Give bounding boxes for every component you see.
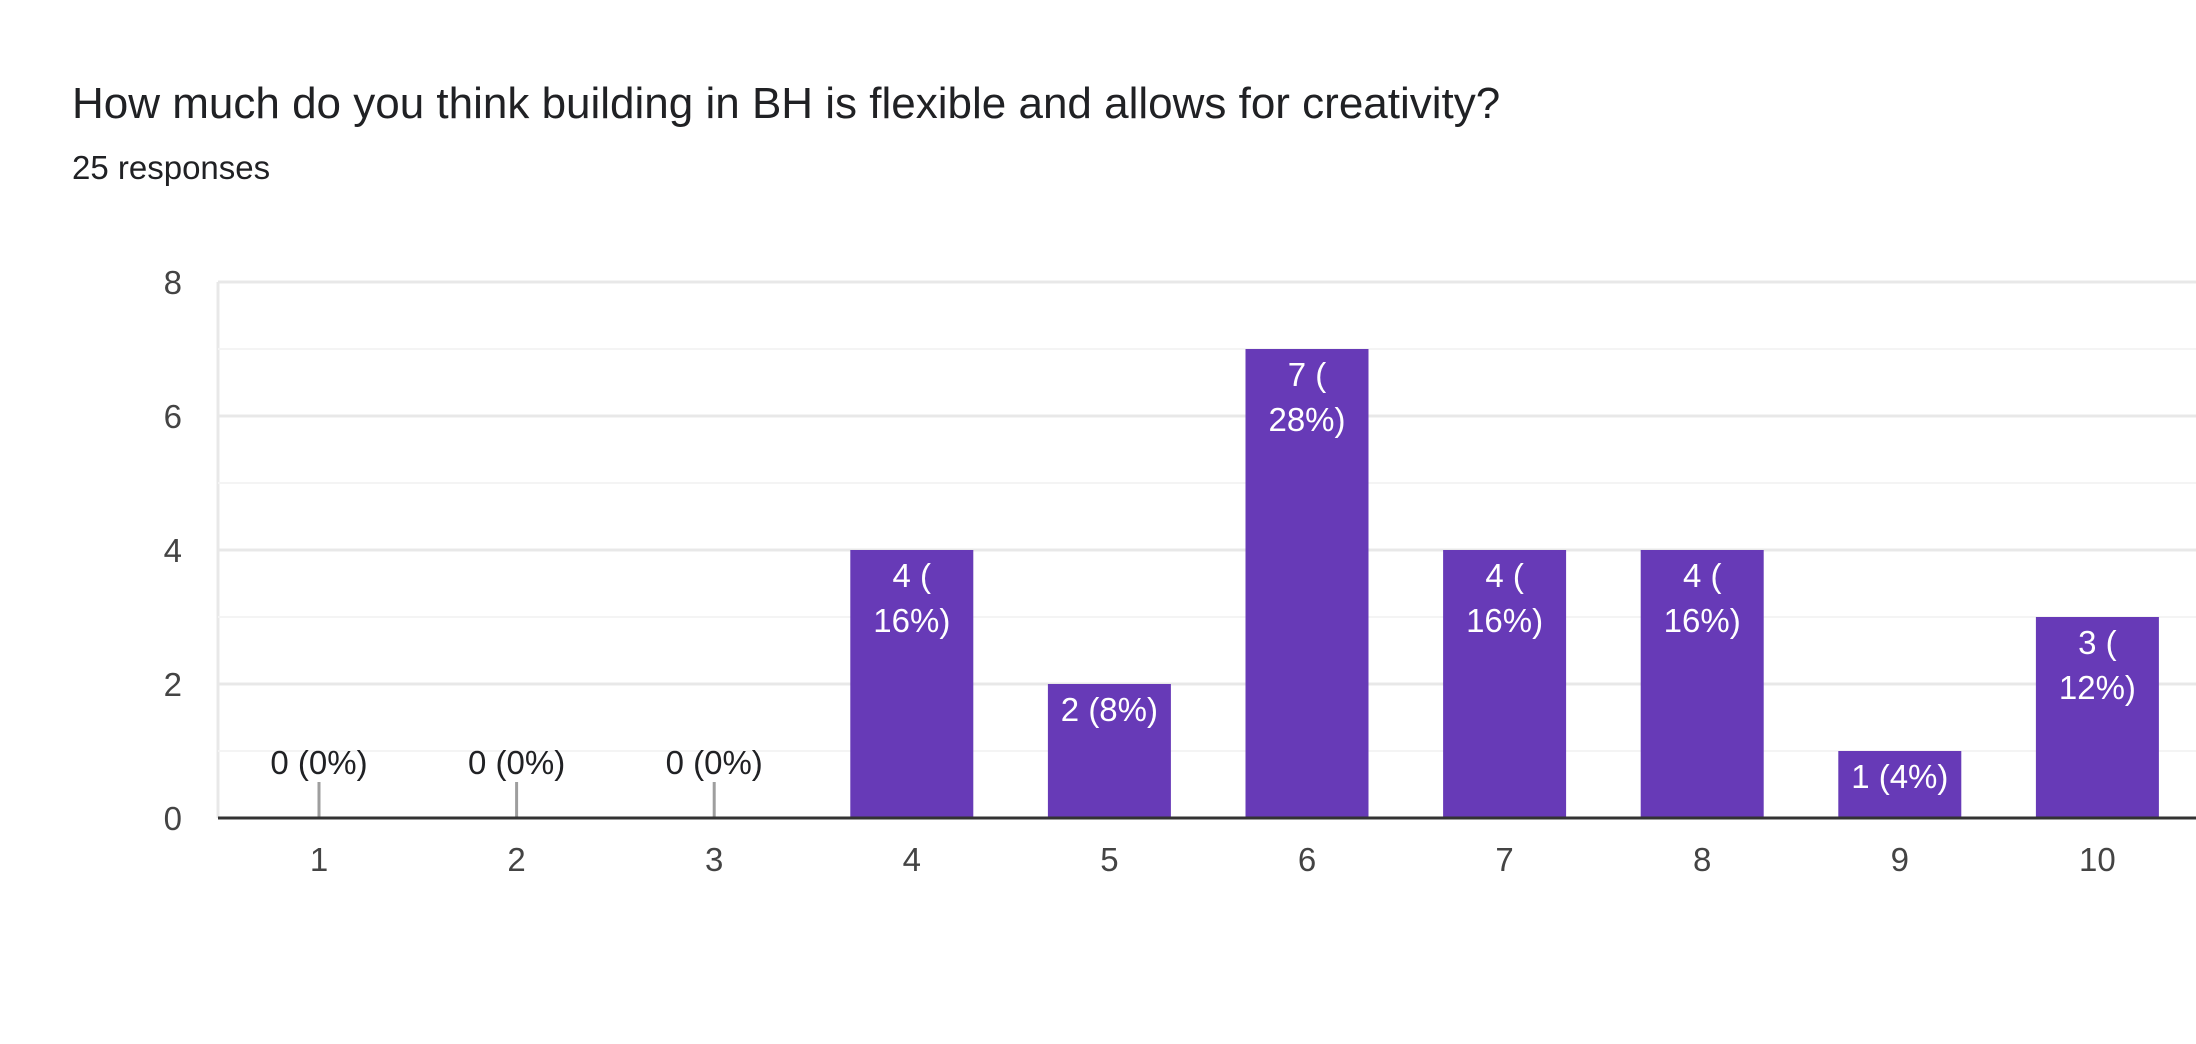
data-label: 16%) <box>873 602 950 639</box>
x-tick-label: 5 <box>1100 841 1118 878</box>
data-label: 4 ( <box>1485 557 1524 594</box>
data-label: 4 ( <box>893 557 932 594</box>
bar <box>2035 617 2159 818</box>
x-tick-label: 9 <box>1891 841 1909 878</box>
x-tick-label: 6 <box>1298 841 1316 878</box>
x-tick-label: 4 <box>903 841 921 878</box>
x-tick-label: 10 <box>2079 841 2116 878</box>
data-label: 3 ( <box>2078 624 2117 661</box>
y-tick-label: 2 <box>164 666 182 703</box>
data-label: 1 (4%) <box>1851 758 1948 795</box>
x-tick-label: 7 <box>1495 841 1513 878</box>
bar <box>1245 349 1369 818</box>
data-label: 7 ( <box>1288 356 1327 393</box>
question-title: How much do you think building in BH is … <box>72 79 1501 128</box>
bar <box>1047 684 1171 818</box>
bar <box>1640 550 1764 818</box>
data-label: 4 ( <box>1683 557 1722 594</box>
x-tick-label: 3 <box>705 841 723 878</box>
x-tick-label: 8 <box>1693 841 1711 878</box>
data-label: 0 (0%) <box>468 744 565 781</box>
x-tick-label: 1 <box>310 841 328 878</box>
y-tick-label: 0 <box>164 800 182 837</box>
response-count: 25 responses <box>72 149 271 186</box>
bar <box>1838 751 1962 818</box>
y-tick-label: 6 <box>164 398 182 435</box>
data-label: 16%) <box>1466 602 1543 639</box>
data-label: 0 (0%) <box>270 744 367 781</box>
x-tick-label: 2 <box>507 841 525 878</box>
data-label: 12%) <box>2059 669 2136 706</box>
data-label: 28%) <box>1268 401 1345 438</box>
data-label: 0 (0%) <box>666 744 763 781</box>
data-label: 16%) <box>1664 602 1741 639</box>
y-tick-label: 8 <box>164 264 182 301</box>
bar <box>850 550 974 818</box>
data-label: 2 (8%) <box>1061 691 1158 728</box>
y-tick-label: 4 <box>164 532 182 569</box>
bar <box>1443 550 1567 818</box>
